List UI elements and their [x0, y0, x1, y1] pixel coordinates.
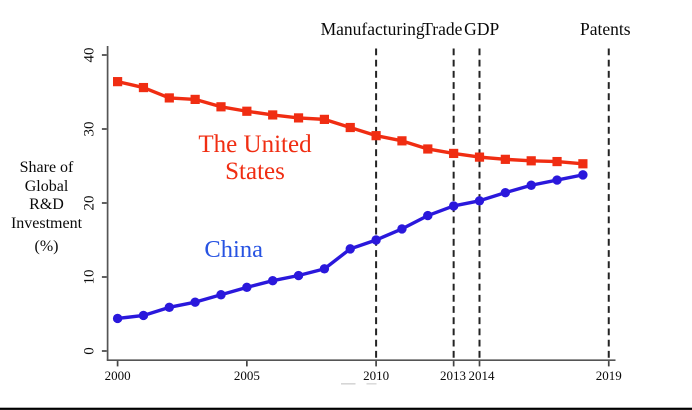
marker-us-2018 [578, 159, 588, 169]
marker-us-2007 [293, 113, 304, 123]
marker-us-2004 [216, 102, 226, 112]
marker-china-2007 [293, 270, 304, 281]
marker-us-2009 [345, 122, 355, 133]
x-tick-label-2000: 2000 [104, 367, 131, 383]
marker-china-2006 [268, 276, 278, 286]
series-line-us [115, 79, 585, 166]
y-tick-label-30: 30 [81, 121, 98, 137]
marker-china-2016 [526, 180, 536, 190]
series-label-united-states-line-1: The United [198, 130, 312, 158]
x-tick-label-2010: 2010 [363, 367, 390, 383]
marker-china-2012 [423, 210, 433, 221]
y-tick-label-10: 10 [81, 269, 98, 285]
marker-china-2001 [138, 310, 149, 321]
marker-china-2018 [578, 170, 588, 180]
marker-china-2002 [164, 302, 174, 313]
series-label-united-states: The United States [198, 131, 311, 186]
marker-us-2013 [449, 148, 459, 159]
marker-us-2012 [423, 144, 433, 154]
event-label-manufacturing: Manufacturing [320, 18, 425, 39]
event-label-trade: Trade [422, 18, 463, 39]
marker-china-2017 [552, 175, 562, 185]
x-tick-label-2013: 2013 [440, 367, 467, 383]
marker-china-2009 [345, 244, 355, 254]
y-tick-label-40: 40 [81, 47, 98, 63]
marker-us-2010 [371, 131, 381, 141]
marker-china-2005 [242, 282, 252, 293]
marker-china-2008 [319, 264, 330, 274]
marker-china-2011 [397, 224, 407, 234]
y-axis-title: Share of Global R&D Investment (%) [0, 159, 93, 257]
marker-china-2003 [190, 297, 200, 307]
marker-china-2015 [500, 187, 511, 198]
marker-china-2004 [216, 290, 226, 300]
marker-china-2014 [474, 196, 485, 206]
y-axis-title-line-1: Share of [19, 159, 74, 176]
marker-china-2010 [371, 235, 381, 245]
y-axis-title-line-3: R&D [29, 196, 64, 214]
series-label-united-states-line-2: States [225, 158, 285, 185]
y-tick-label-20: 20 [81, 195, 98, 211]
marker-us-2001 [138, 82, 149, 93]
y-axis-title-line-5: (%) [34, 237, 59, 255]
marker-us-2015 [500, 154, 510, 164]
marker-us-2008 [319, 114, 329, 124]
y-axis-title-line-4: Investment [10, 215, 83, 233]
faint-artifact-left [341, 383, 356, 385]
marker-us-2002 [164, 93, 174, 103]
event-label-gdp: GDP [464, 18, 500, 39]
marker-us-2003 [190, 94, 200, 104]
marker-us-2000 [113, 77, 123, 87]
y-axis-title-line-2: Global [24, 177, 69, 195]
bottom-rule [0, 407, 692, 410]
faint-artifact-right [366, 383, 377, 385]
marker-us-2011 [397, 136, 407, 146]
event-label-patents: Patents [580, 18, 631, 39]
marker-china-2000 [112, 313, 123, 324]
y-tick-label-0: 0 [81, 347, 98, 355]
x-tick-label-2005: 2005 [233, 367, 260, 383]
marker-us-2005 [242, 106, 252, 116]
marker-china-2013 [448, 201, 459, 211]
series-label-china: China [204, 235, 263, 263]
x-tick-label-2019: 2019 [595, 367, 622, 383]
marker-us-2014 [474, 152, 485, 162]
x-tick-label-2014: 2014 [468, 367, 495, 383]
marker-us-2016 [526, 156, 536, 166]
marker-us-2017 [552, 156, 562, 167]
marker-us-2006 [268, 110, 278, 120]
